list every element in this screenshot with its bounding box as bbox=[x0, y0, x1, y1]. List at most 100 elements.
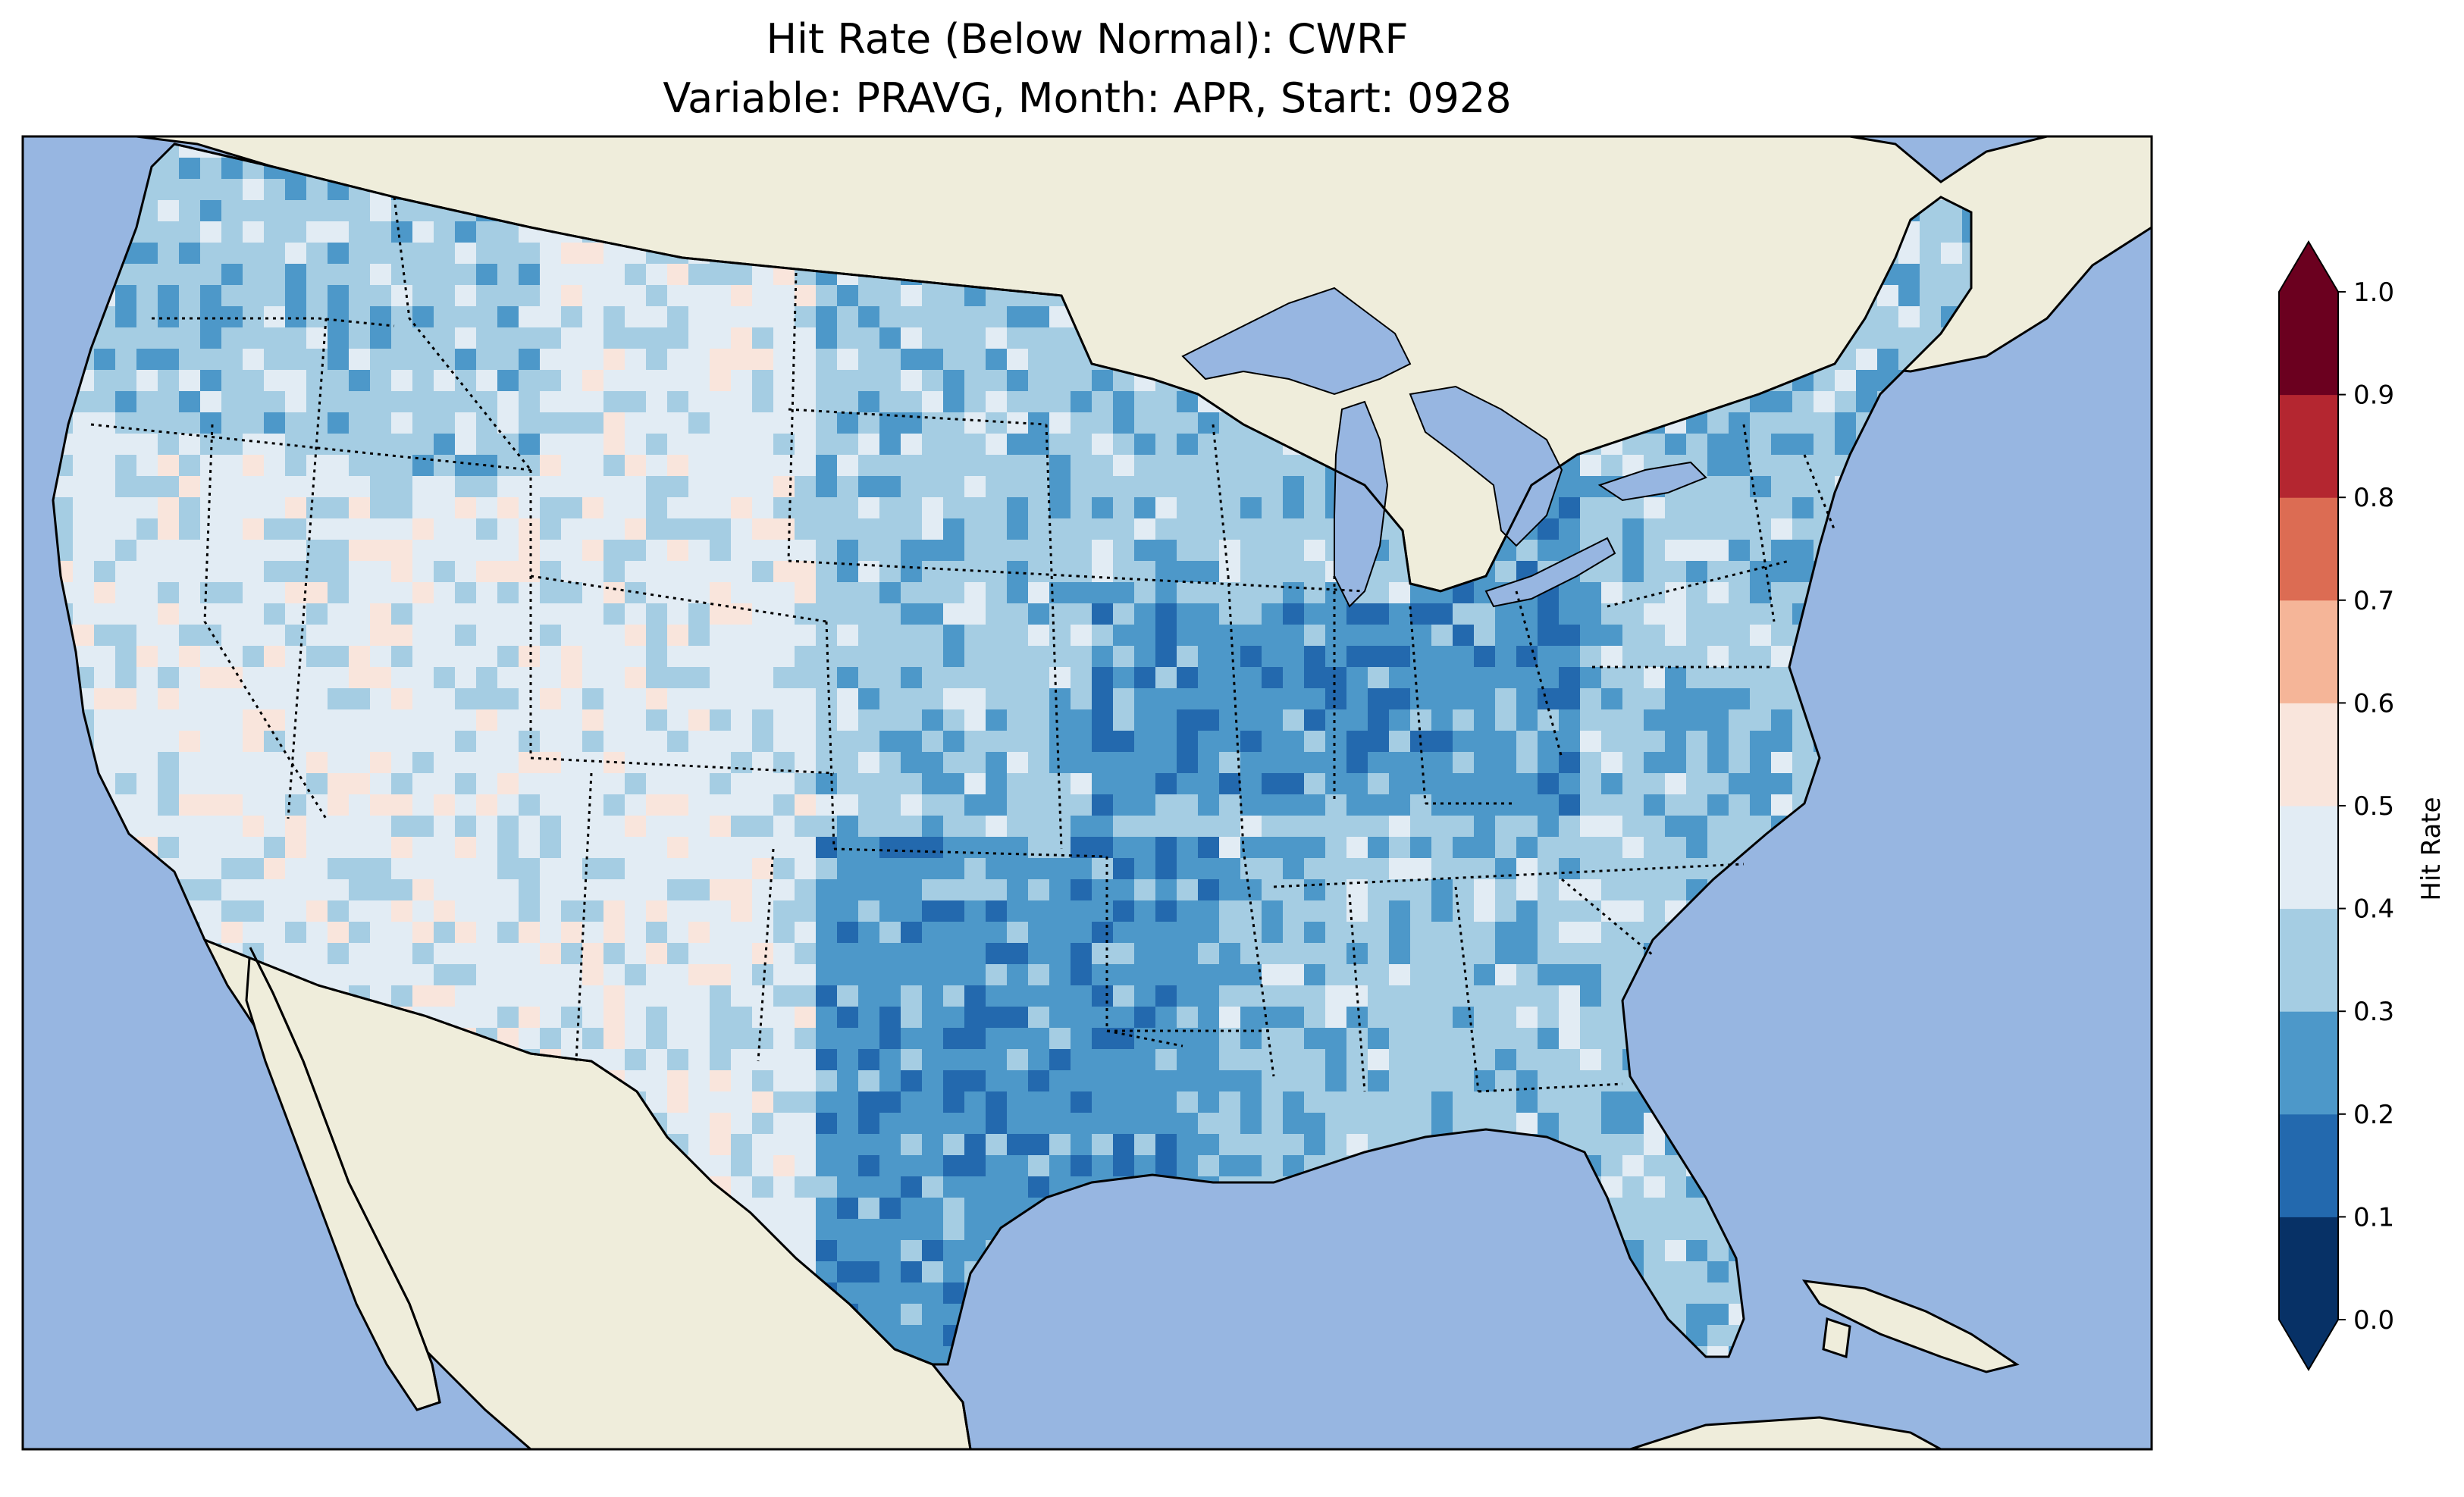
heatmap-cell bbox=[986, 455, 1008, 477]
heatmap-cell bbox=[1538, 900, 1560, 922]
heatmap-cell bbox=[646, 688, 668, 710]
heatmap-cell bbox=[306, 434, 328, 456]
heatmap-cell bbox=[922, 731, 944, 753]
heatmap-cell bbox=[858, 603, 880, 625]
heatmap-cell bbox=[1049, 455, 1071, 477]
heatmap-cell bbox=[412, 370, 434, 392]
heatmap-cell bbox=[1007, 1091, 1029, 1113]
heatmap-cell bbox=[646, 476, 668, 498]
heatmap-cell bbox=[752, 731, 774, 753]
heatmap-cell bbox=[858, 1007, 880, 1029]
heatmap-cell bbox=[1410, 667, 1432, 689]
heatmap-cell bbox=[243, 922, 265, 944]
heatmap-cell bbox=[1686, 731, 1708, 753]
heatmap-cell bbox=[328, 434, 350, 456]
heatmap-cell bbox=[1198, 879, 1220, 901]
heatmap-cell bbox=[1559, 667, 1581, 689]
heatmap-cell bbox=[625, 561, 647, 583]
heatmap-cell bbox=[1304, 688, 1326, 710]
heatmap-cell bbox=[1071, 1070, 1092, 1092]
heatmap-cell bbox=[1262, 625, 1284, 647]
heatmap-cell bbox=[710, 752, 732, 774]
heatmap-cell bbox=[1134, 1049, 1156, 1071]
heatmap-cell bbox=[1580, 1091, 1602, 1113]
heatmap-cell bbox=[1028, 518, 1050, 540]
heatmap-cell bbox=[603, 540, 625, 562]
heatmap-cell bbox=[688, 964, 710, 986]
heatmap-cell bbox=[1686, 816, 1708, 838]
heatmap-cell bbox=[1071, 667, 1092, 689]
heatmap-cell bbox=[1219, 434, 1241, 456]
heatmap-cell bbox=[221, 625, 243, 647]
heatmap-cell bbox=[1686, 709, 1708, 731]
heatmap-cell bbox=[943, 1070, 965, 1092]
heatmap-cell bbox=[391, 879, 413, 901]
heatmap-cell bbox=[1262, 667, 1284, 689]
heatmap-cell bbox=[540, 688, 562, 710]
heatmap-cell bbox=[349, 455, 371, 477]
heatmap-cell bbox=[412, 900, 434, 922]
heatmap-cell bbox=[1325, 773, 1347, 795]
heatmap-cell bbox=[519, 349, 541, 371]
heatmap-cell bbox=[879, 1049, 901, 1071]
heatmap-cell bbox=[519, 455, 541, 477]
heatmap-cell bbox=[1686, 1219, 1708, 1241]
heatmap-cell bbox=[922, 816, 944, 838]
heatmap-cell bbox=[1134, 922, 1156, 944]
heatmap-cell bbox=[94, 731, 116, 753]
heatmap-cell bbox=[1113, 540, 1135, 562]
heatmap-cell bbox=[1538, 731, 1560, 753]
heatmap-cell bbox=[1113, 985, 1135, 1007]
heatmap-cell bbox=[1092, 391, 1114, 413]
heatmap-cell bbox=[540, 412, 562, 434]
heatmap-cell bbox=[561, 688, 583, 710]
heatmap-cell bbox=[1155, 900, 1177, 922]
heatmap-cell bbox=[986, 709, 1008, 731]
heatmap-cell bbox=[986, 667, 1008, 689]
heatmap-cell bbox=[1665, 497, 1687, 519]
heatmap-cell bbox=[476, 243, 498, 265]
heatmap-cell bbox=[370, 922, 392, 944]
heatmap-cell bbox=[434, 476, 456, 498]
heatmap-cell bbox=[688, 540, 710, 562]
heatmap-cell bbox=[1198, 1113, 1220, 1135]
heatmap-cell bbox=[1707, 837, 1729, 859]
heatmap-cell bbox=[922, 985, 944, 1007]
heatmap-cell bbox=[1092, 858, 1114, 880]
heatmap-cell bbox=[1453, 794, 1475, 816]
heatmap-cell bbox=[158, 816, 180, 838]
heatmap-cell bbox=[1389, 858, 1411, 880]
heatmap-cell bbox=[476, 264, 498, 286]
heatmap-cell bbox=[752, 837, 774, 859]
heatmap-cell bbox=[816, 1240, 838, 1262]
heatmap-cell bbox=[264, 900, 286, 922]
heatmap-cell bbox=[1155, 540, 1177, 562]
heatmap-cell bbox=[1071, 603, 1092, 625]
heatmap-cell bbox=[731, 688, 753, 710]
heatmap-cell bbox=[391, 794, 413, 816]
heatmap-cell bbox=[455, 306, 477, 328]
heatmap-cell bbox=[328, 306, 350, 328]
heatmap-cell bbox=[879, 1113, 901, 1135]
heatmap-cell bbox=[986, 879, 1008, 901]
heatmap-cell bbox=[1516, 709, 1538, 731]
heatmap-cell bbox=[1389, 900, 1411, 922]
heatmap-cell bbox=[1155, 858, 1177, 880]
heatmap-cell bbox=[455, 985, 477, 1007]
heatmap-cell bbox=[158, 158, 180, 180]
heatmap-cell bbox=[837, 943, 859, 965]
heatmap-cell bbox=[964, 879, 986, 901]
heatmap-cell bbox=[1474, 794, 1496, 816]
heatmap-cell bbox=[1474, 731, 1496, 753]
heatmap-cell bbox=[179, 497, 201, 519]
heatmap-cell bbox=[922, 1134, 944, 1156]
heatmap-cell bbox=[1155, 964, 1177, 986]
heatmap-cell bbox=[1198, 646, 1220, 668]
heatmap-cell bbox=[1495, 1049, 1517, 1071]
heatmap-cell bbox=[200, 391, 222, 413]
heatmap-cell bbox=[497, 434, 519, 456]
heatmap-cell bbox=[795, 773, 817, 795]
heatmap-cell bbox=[1198, 837, 1220, 859]
heatmap-cell bbox=[858, 1176, 880, 1198]
heatmap-cell bbox=[476, 221, 498, 243]
